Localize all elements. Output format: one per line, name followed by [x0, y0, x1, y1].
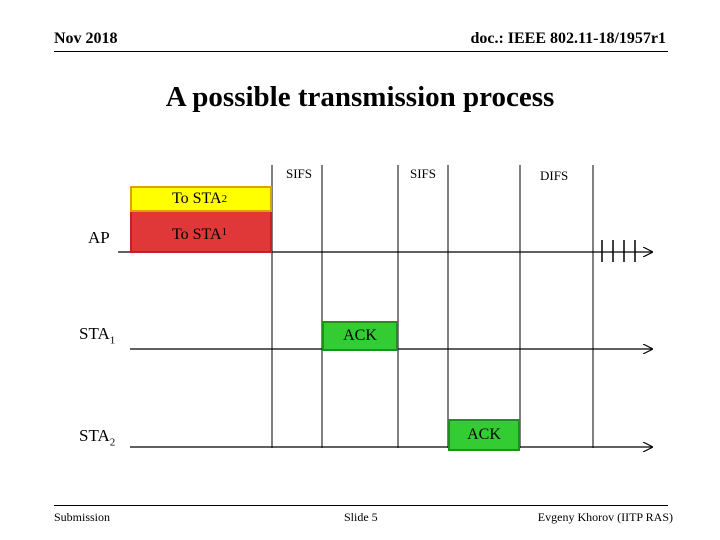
sifs-label-1: SIFS	[286, 166, 313, 181]
footer-submission: Submission	[54, 510, 111, 524]
ap-label: AP	[88, 228, 110, 247]
sifs-label-2: SIFS	[410, 166, 437, 181]
ack-frame-sta2: ACK	[448, 419, 520, 451]
frame-to-sta2: To STA 2	[130, 186, 272, 212]
header-date: Nov 2018	[54, 30, 118, 47]
frame-to-sta1: To STA 1	[130, 208, 272, 253]
header-divider	[54, 51, 668, 52]
footer-author: Evgeny Khorov (IITP RAS)	[537, 510, 673, 524]
ack-frame-sta1: ACK	[322, 321, 398, 351]
footer-slide-number: Slide 5	[344, 510, 378, 524]
difs-label: DIFS	[540, 168, 569, 183]
sta2-label: STA2	[79, 426, 116, 449]
footer-divider	[54, 505, 668, 506]
sta1-label: STA1	[79, 324, 116, 347]
header-doc-id: doc.: IEEE 802.11-18/1957r1	[470, 30, 666, 47]
slide-title: A possible transmission process	[165, 81, 555, 113]
